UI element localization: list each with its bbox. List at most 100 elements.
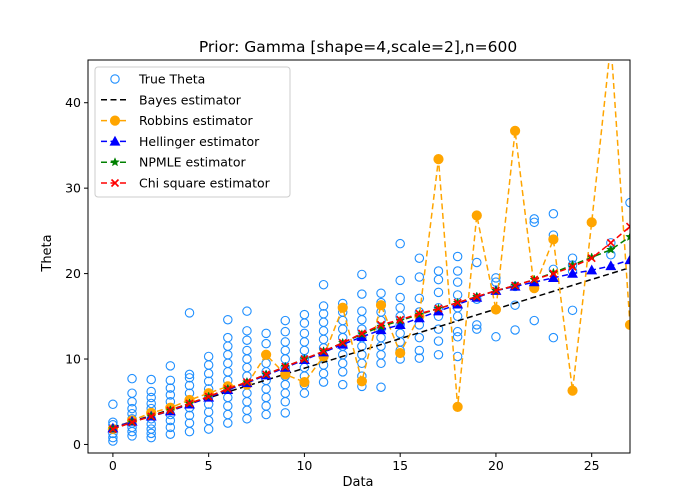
legend-entry: Hellinger estimator <box>101 134 260 149</box>
data-point <box>433 287 444 298</box>
data-point <box>184 418 195 428</box>
data-point <box>108 399 118 410</box>
data-point <box>606 238 615 247</box>
data-point <box>452 326 463 337</box>
data-point <box>414 293 425 304</box>
y-tick-label: 0 <box>73 437 81 452</box>
data-point <box>452 401 463 412</box>
data-point <box>491 286 501 295</box>
data-point <box>414 345 425 356</box>
data-point <box>586 217 597 228</box>
data-point <box>549 269 558 278</box>
data-point <box>433 349 444 360</box>
data-point <box>146 374 156 385</box>
data-point <box>433 266 444 276</box>
data-point <box>300 354 309 364</box>
series-line <box>112 259 630 429</box>
y-axis-label: Theta <box>40 234 55 272</box>
data-point <box>472 257 482 268</box>
legend-label: Hellinger estimator <box>139 134 260 149</box>
series-line <box>112 60 630 430</box>
data-point <box>511 281 520 290</box>
data-point <box>586 264 598 275</box>
data-point <box>587 254 596 263</box>
x-axis-label: Data <box>342 475 373 490</box>
data-point <box>281 362 290 371</box>
data-point <box>605 260 617 271</box>
data-point <box>357 306 367 316</box>
y-tick-label: 40 <box>65 95 81 110</box>
data-point <box>395 238 405 249</box>
data-point <box>375 300 387 311</box>
data-point <box>165 361 176 371</box>
plot-frame <box>87 59 631 454</box>
data-point <box>395 347 406 359</box>
chart-title: Prior: Gamma [shape=4,scale=2],n=600 <box>199 38 517 56</box>
data-point <box>146 386 156 397</box>
data-point <box>529 315 539 326</box>
data-point <box>434 304 443 313</box>
data-point <box>165 422 176 433</box>
data-point <box>548 234 559 245</box>
data-point <box>299 309 310 320</box>
data-point <box>127 403 137 414</box>
data-point <box>452 277 463 287</box>
legend-marker <box>110 74 120 84</box>
data-point <box>414 332 425 343</box>
data-point <box>337 302 348 313</box>
data-point <box>567 305 578 316</box>
legend-label: Chi square estimator <box>139 176 271 191</box>
data-point <box>165 415 176 426</box>
data-point <box>280 326 291 337</box>
y-tick-label: 20 <box>65 266 81 281</box>
data-point <box>433 154 444 165</box>
y-tick-label: 30 <box>65 181 81 196</box>
data-point <box>299 376 310 388</box>
data-point <box>203 407 214 417</box>
data-point <box>280 408 291 418</box>
data-point <box>567 385 578 396</box>
legend-label: Bayes estimator <box>139 92 242 107</box>
axis-ticks: 0 5 10 15 20 25 0 10 20 30 40 <box>65 95 600 473</box>
data-point <box>166 406 175 415</box>
data-point <box>146 428 156 439</box>
data-point <box>471 210 482 221</box>
data-point <box>510 325 520 335</box>
x-tick-label: 10 <box>296 458 312 473</box>
legend: True Theta Bayes estimator Robbins estimat… <box>94 66 291 198</box>
legend-marker <box>109 135 121 146</box>
data-point <box>376 288 386 298</box>
data-point <box>261 338 271 349</box>
data-point <box>415 309 424 318</box>
x-tick-label: 0 <box>109 458 117 473</box>
data-point <box>606 244 616 254</box>
data-point <box>280 337 291 347</box>
data-point <box>223 384 232 393</box>
data-point <box>242 326 252 336</box>
legend-entry: NPMLE estimator <box>101 155 246 170</box>
data-point <box>146 398 156 409</box>
data-point <box>185 399 194 408</box>
legend-marker <box>109 115 121 126</box>
legend-entry: Chi square estimator <box>101 176 271 191</box>
data-point <box>472 324 482 334</box>
data-point <box>453 298 462 307</box>
data-point <box>165 429 176 439</box>
data-point <box>318 279 329 290</box>
data-point <box>491 273 501 283</box>
x-tick-label: 5 <box>205 458 213 473</box>
data-point <box>357 289 367 299</box>
data-point <box>490 304 502 315</box>
data-point <box>223 332 233 343</box>
data-point <box>261 328 271 339</box>
data-point <box>529 214 539 224</box>
data-point <box>414 253 425 263</box>
data-point <box>624 254 630 265</box>
data-point <box>491 332 501 342</box>
data-point <box>261 349 272 360</box>
data-point <box>452 332 463 342</box>
data-point <box>147 412 156 421</box>
data-point <box>548 332 559 343</box>
data-point <box>624 319 630 330</box>
